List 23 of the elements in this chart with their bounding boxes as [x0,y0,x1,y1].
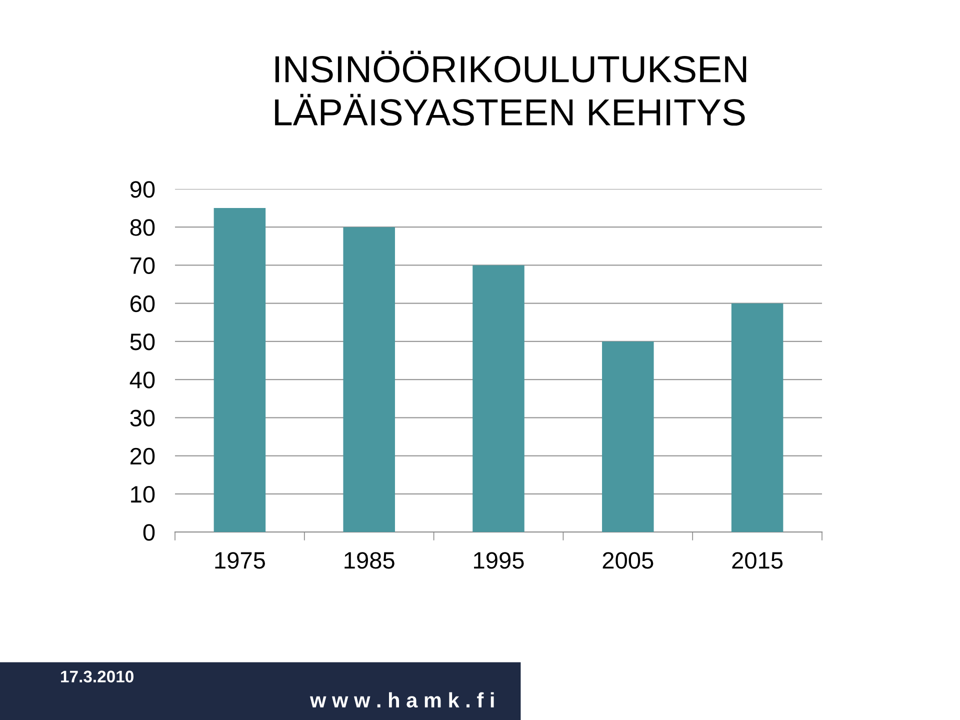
y-tick-label: 30 [130,410,155,426]
y-tick-label: 40 [130,372,155,388]
x-tick-label: 1995 [474,552,524,569]
text: 17.3.2010 [61,670,134,682]
bar [343,227,395,532]
text: w w w . h a m k . f i [310,692,494,708]
y-tick-label: 20 [130,448,155,465]
x-tick-label: 1985 [344,552,394,569]
y-tick-label: 10 [131,486,155,503]
bar [472,265,524,532]
bar [214,208,266,532]
y-tick-label: 60 [130,295,155,312]
y-tick-label: 50 [130,334,155,350]
y-tick-label: 90 [130,181,155,198]
y-tick-label: 0 [143,524,155,541]
y-tick-label: 70 [130,257,155,274]
chart-title: INSINÖÖRIKOULUTUKSEN LÄPÄISYASTEEN KEHITYS [275,50,746,126]
x-tick-label: 2005 [602,552,654,569]
x-tick-label: 1975 [215,552,265,569]
y-tick-label: 80 [130,219,155,236]
bar [731,303,784,532]
x-tick-label: 2015 [732,552,783,569]
bar [602,341,654,532]
